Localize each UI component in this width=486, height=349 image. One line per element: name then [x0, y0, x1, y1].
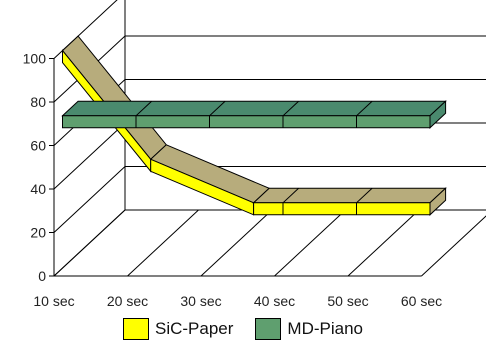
- y-tick-label: 0: [38, 268, 46, 284]
- x-tick-label: 40 sec: [254, 293, 295, 309]
- series-top-face: [61, 35, 167, 161]
- gridline-y-100: [53, 0, 118, 59]
- series-front-face: [253, 202, 431, 216]
- x-tick-label: 30 sec: [180, 293, 221, 309]
- floor-line-x-60: [421, 215, 486, 277]
- y-tick-label: 60: [30, 138, 46, 154]
- floor-line-x-20: [127, 209, 199, 277]
- series-segment-divider: [135, 100, 152, 128]
- floor-line-x-40: [274, 209, 346, 277]
- x-tick-label: 20 sec: [107, 293, 148, 309]
- legend-label-md-piano: MD-Piano: [287, 319, 363, 338]
- series-top-face: [61, 100, 447, 117]
- x-tick-label: 10 sec: [33, 293, 74, 309]
- series-segment-divider: [282, 187, 299, 215]
- floor-line-x-50: [347, 209, 420, 277]
- series-layer: [61, 35, 447, 216]
- tick-labels: 0 20 40 60 80 100 10 sec 20 sec 30 sec 40 sec 50 s…: [23, 51, 442, 310]
- x-tick-label: 60 sec: [401, 293, 442, 309]
- series-top-face: [252, 187, 447, 204]
- gridline-y-0: [53, 209, 486, 277]
- y-tick-label: 100: [23, 51, 47, 67]
- chart-grid: [49, 0, 486, 277]
- series-segment-divider: [282, 100, 299, 128]
- series-segment-divider: [209, 100, 226, 128]
- y-tick-label: 80: [30, 94, 46, 110]
- series-segment-divider: [356, 187, 373, 215]
- y-tick-label: 20: [30, 225, 46, 241]
- legend-item-md-piano: MD-Piano: [255, 318, 363, 340]
- legend-item-sic-paper: SiC-Paper: [122, 318, 234, 340]
- legend-swatch-sic-paper: [122, 318, 149, 340]
- floor-line-x-10: [53, 209, 126, 277]
- legend-label-sic-paper: SiC-Paper: [154, 319, 234, 338]
- series-segment-divider: [356, 100, 373, 128]
- x-tick-label: 50 sec: [327, 293, 368, 309]
- legend: SiC-Paper MD-Piano: [0, 318, 486, 340]
- y-tick-label: 40: [30, 181, 46, 197]
- series-end-face: [429, 187, 447, 216]
- gridline-y-40: [53, 122, 486, 190]
- series-front-face: [62, 115, 431, 129]
- series-end-face: [429, 100, 447, 129]
- legend-swatch-md-piano: [255, 318, 282, 340]
- floor-line-x-30: [200, 209, 273, 277]
- series-md-piano: [61, 100, 447, 129]
